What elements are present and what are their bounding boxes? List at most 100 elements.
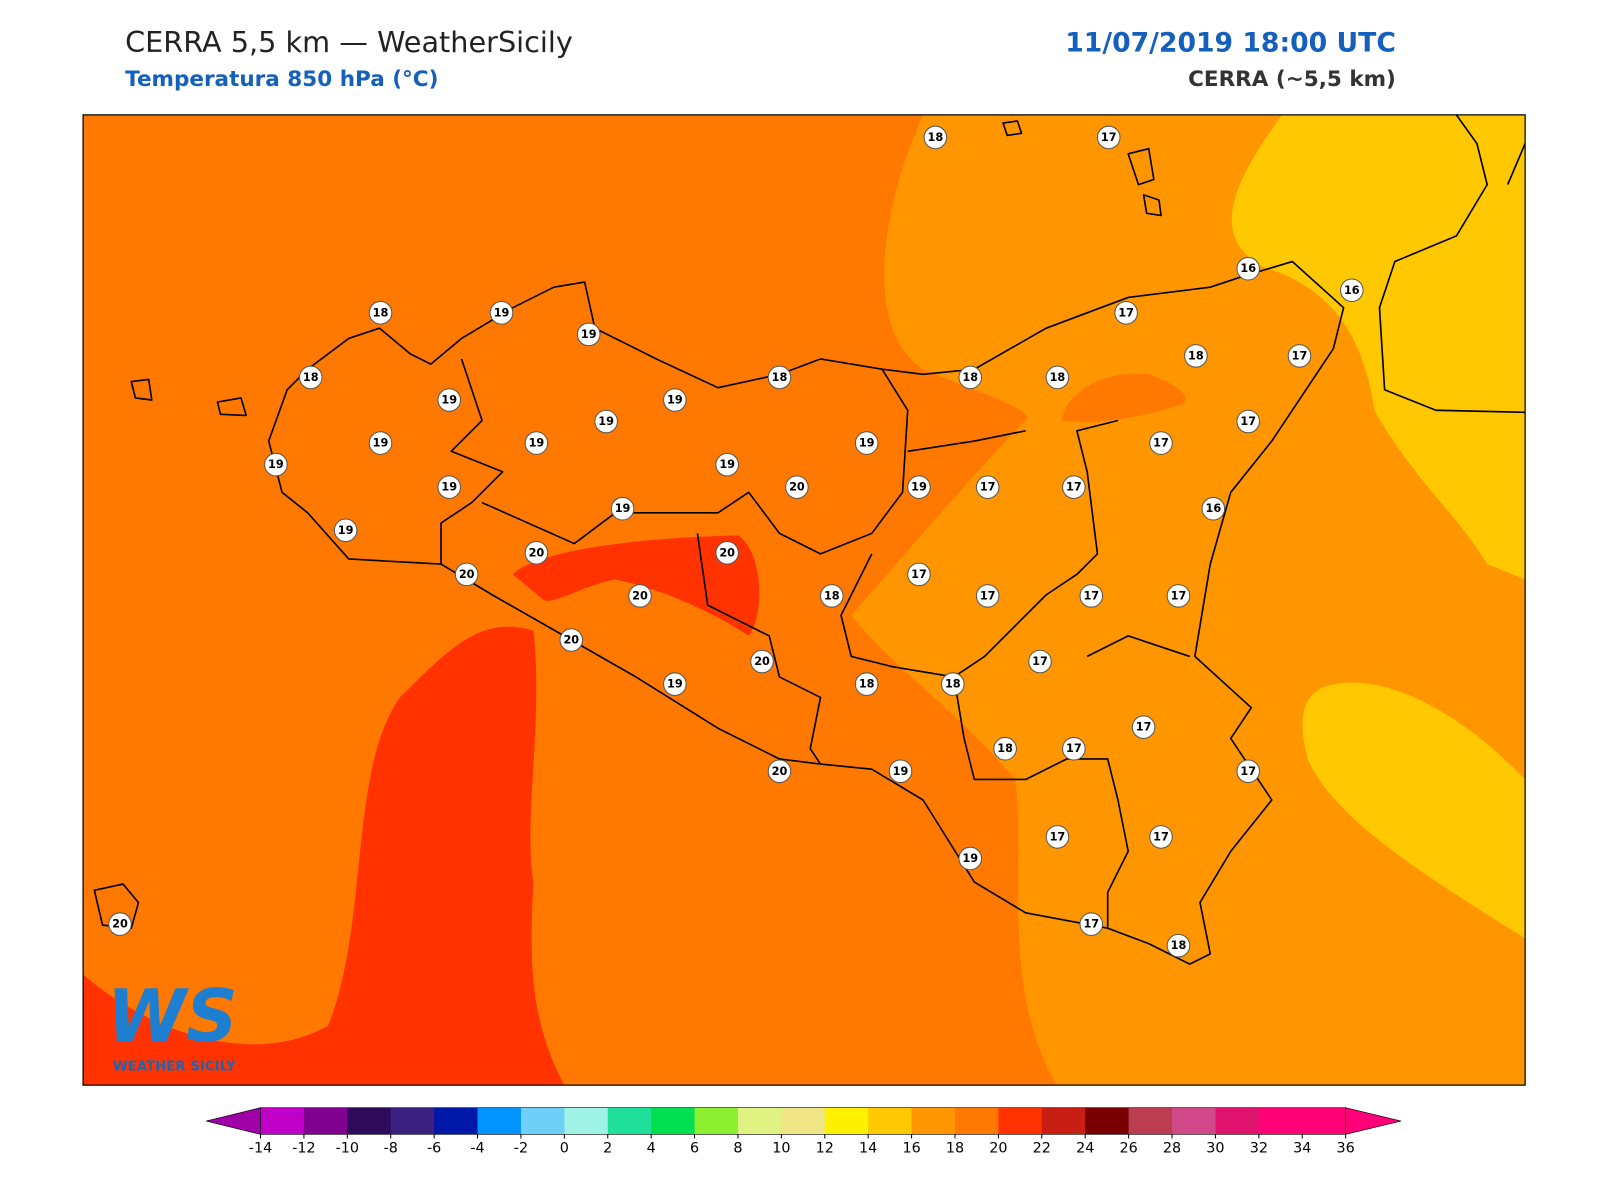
colorbar-swatch bbox=[737, 1107, 782, 1135]
station-marker bbox=[489, 301, 514, 325]
station-value: 19 bbox=[581, 328, 597, 341]
station-marker bbox=[750, 649, 774, 674]
station-marker bbox=[1149, 431, 1173, 455]
station-value: 19 bbox=[529, 437, 545, 450]
colorbar-tick-label: 16 bbox=[902, 1141, 920, 1157]
station-marker bbox=[1287, 344, 1312, 368]
station-marker bbox=[958, 846, 983, 871]
colorbar-tick-label: 32 bbox=[1250, 1141, 1268, 1157]
colorbar-tick-label: -10 bbox=[336, 1141, 359, 1157]
internal-borders bbox=[440, 358, 1191, 929]
colorbar-swatch bbox=[954, 1107, 999, 1135]
station-value: 18 bbox=[945, 678, 961, 691]
station-marker bbox=[1062, 475, 1086, 499]
station-value: 18 bbox=[824, 589, 840, 602]
station-marker bbox=[368, 431, 393, 455]
logo-name: WEATHER SICILY bbox=[113, 1060, 236, 1075]
station-value: 17 bbox=[1066, 481, 1082, 494]
band-20-22 bbox=[512, 535, 760, 636]
station-value: 19 bbox=[911, 481, 927, 494]
station-value: 16 bbox=[1240, 262, 1256, 275]
station-value: 19 bbox=[667, 394, 683, 407]
colorbar-swatch bbox=[347, 1107, 392, 1135]
station-marker bbox=[1236, 759, 1260, 784]
station-marker bbox=[1114, 301, 1138, 325]
station-marker bbox=[1184, 344, 1208, 368]
station-marker bbox=[975, 475, 1000, 499]
colorbar-swatch bbox=[607, 1107, 652, 1135]
station-marker bbox=[1079, 584, 1104, 608]
station-value: 17 bbox=[1050, 830, 1066, 843]
station-value: 18 bbox=[373, 306, 389, 319]
station-value: 20 bbox=[772, 765, 788, 778]
station-value: 16 bbox=[1344, 284, 1360, 297]
colorbar-tick-label: 20 bbox=[989, 1141, 1007, 1157]
station-marker bbox=[368, 301, 393, 325]
colorbar-tick-label: 14 bbox=[859, 1141, 877, 1157]
station-value: 20 bbox=[459, 568, 475, 581]
station-value: 17 bbox=[1032, 655, 1048, 668]
station-marker bbox=[715, 452, 739, 477]
station-marker bbox=[610, 496, 635, 521]
station-value: 19 bbox=[719, 458, 735, 471]
station-value: 18 bbox=[859, 678, 875, 691]
station-value: 18 bbox=[962, 371, 978, 384]
station-marker bbox=[1236, 256, 1260, 281]
station-marker bbox=[1131, 715, 1156, 739]
station-value: 17 bbox=[1240, 765, 1256, 778]
station-marker bbox=[767, 365, 792, 390]
station-value: 18 bbox=[1188, 349, 1204, 362]
station-marker bbox=[907, 562, 931, 587]
band-14-16 bbox=[1302, 682, 1526, 939]
station-marker bbox=[628, 584, 652, 608]
station-value: 17 bbox=[980, 589, 996, 602]
station-marker bbox=[454, 562, 479, 587]
station-marker bbox=[594, 409, 618, 434]
colorbar-swatch bbox=[303, 1107, 348, 1135]
station-marker bbox=[819, 584, 844, 608]
station-value: 17 bbox=[1136, 721, 1152, 734]
station-marker bbox=[1045, 825, 1070, 849]
colorbar-tick-label: 6 bbox=[690, 1141, 699, 1157]
colorbar-tick-label: 22 bbox=[1033, 1141, 1051, 1157]
station-marker bbox=[524, 431, 549, 455]
station-value: 19 bbox=[598, 415, 614, 428]
station-value: 17 bbox=[1083, 918, 1099, 931]
station-marker bbox=[1096, 125, 1121, 150]
colorbar-tick-label: 24 bbox=[1076, 1141, 1094, 1157]
station-marker bbox=[767, 759, 792, 784]
colorbar-swatch bbox=[1085, 1107, 1130, 1135]
station-marker bbox=[941, 672, 965, 696]
station-value: 18 bbox=[772, 371, 788, 384]
station-value: 19 bbox=[373, 437, 389, 450]
station-value: 17 bbox=[1083, 589, 1099, 602]
colorbar-tick-label: -12 bbox=[292, 1141, 315, 1157]
title: CERRA 5,5 km — WeatherSicily bbox=[125, 25, 573, 59]
station-value: 19 bbox=[962, 852, 978, 865]
colorbar-tick-label: 36 bbox=[1337, 1141, 1355, 1157]
station-value: 17 bbox=[1240, 415, 1256, 428]
band-14-16 bbox=[1231, 114, 1526, 580]
station-value: 20 bbox=[563, 634, 579, 647]
station-value: 20 bbox=[529, 546, 545, 559]
colorbar-swatch bbox=[651, 1107, 696, 1135]
station-marker bbox=[264, 452, 288, 477]
colorbar-tick-label: 0 bbox=[560, 1141, 569, 1157]
station-value: 18 bbox=[303, 371, 319, 384]
station-marker bbox=[1236, 409, 1260, 434]
calabria-coast bbox=[1378, 114, 1526, 414]
colorbar-swatch bbox=[520, 1107, 565, 1135]
station-marker bbox=[1079, 912, 1104, 936]
station-value: 19 bbox=[441, 394, 457, 407]
colorbar-swatch bbox=[564, 1107, 609, 1135]
colorbar-swatch bbox=[260, 1107, 305, 1135]
colorbar-swatch bbox=[911, 1107, 956, 1135]
station-marker bbox=[108, 912, 132, 936]
station-marker bbox=[1339, 278, 1364, 303]
colorbar-swatch bbox=[781, 1107, 826, 1135]
station-value: 18 bbox=[1171, 939, 1187, 952]
station-marker bbox=[854, 672, 879, 696]
colorbar-swatch bbox=[998, 1107, 1043, 1135]
station-value: 19 bbox=[615, 502, 631, 515]
